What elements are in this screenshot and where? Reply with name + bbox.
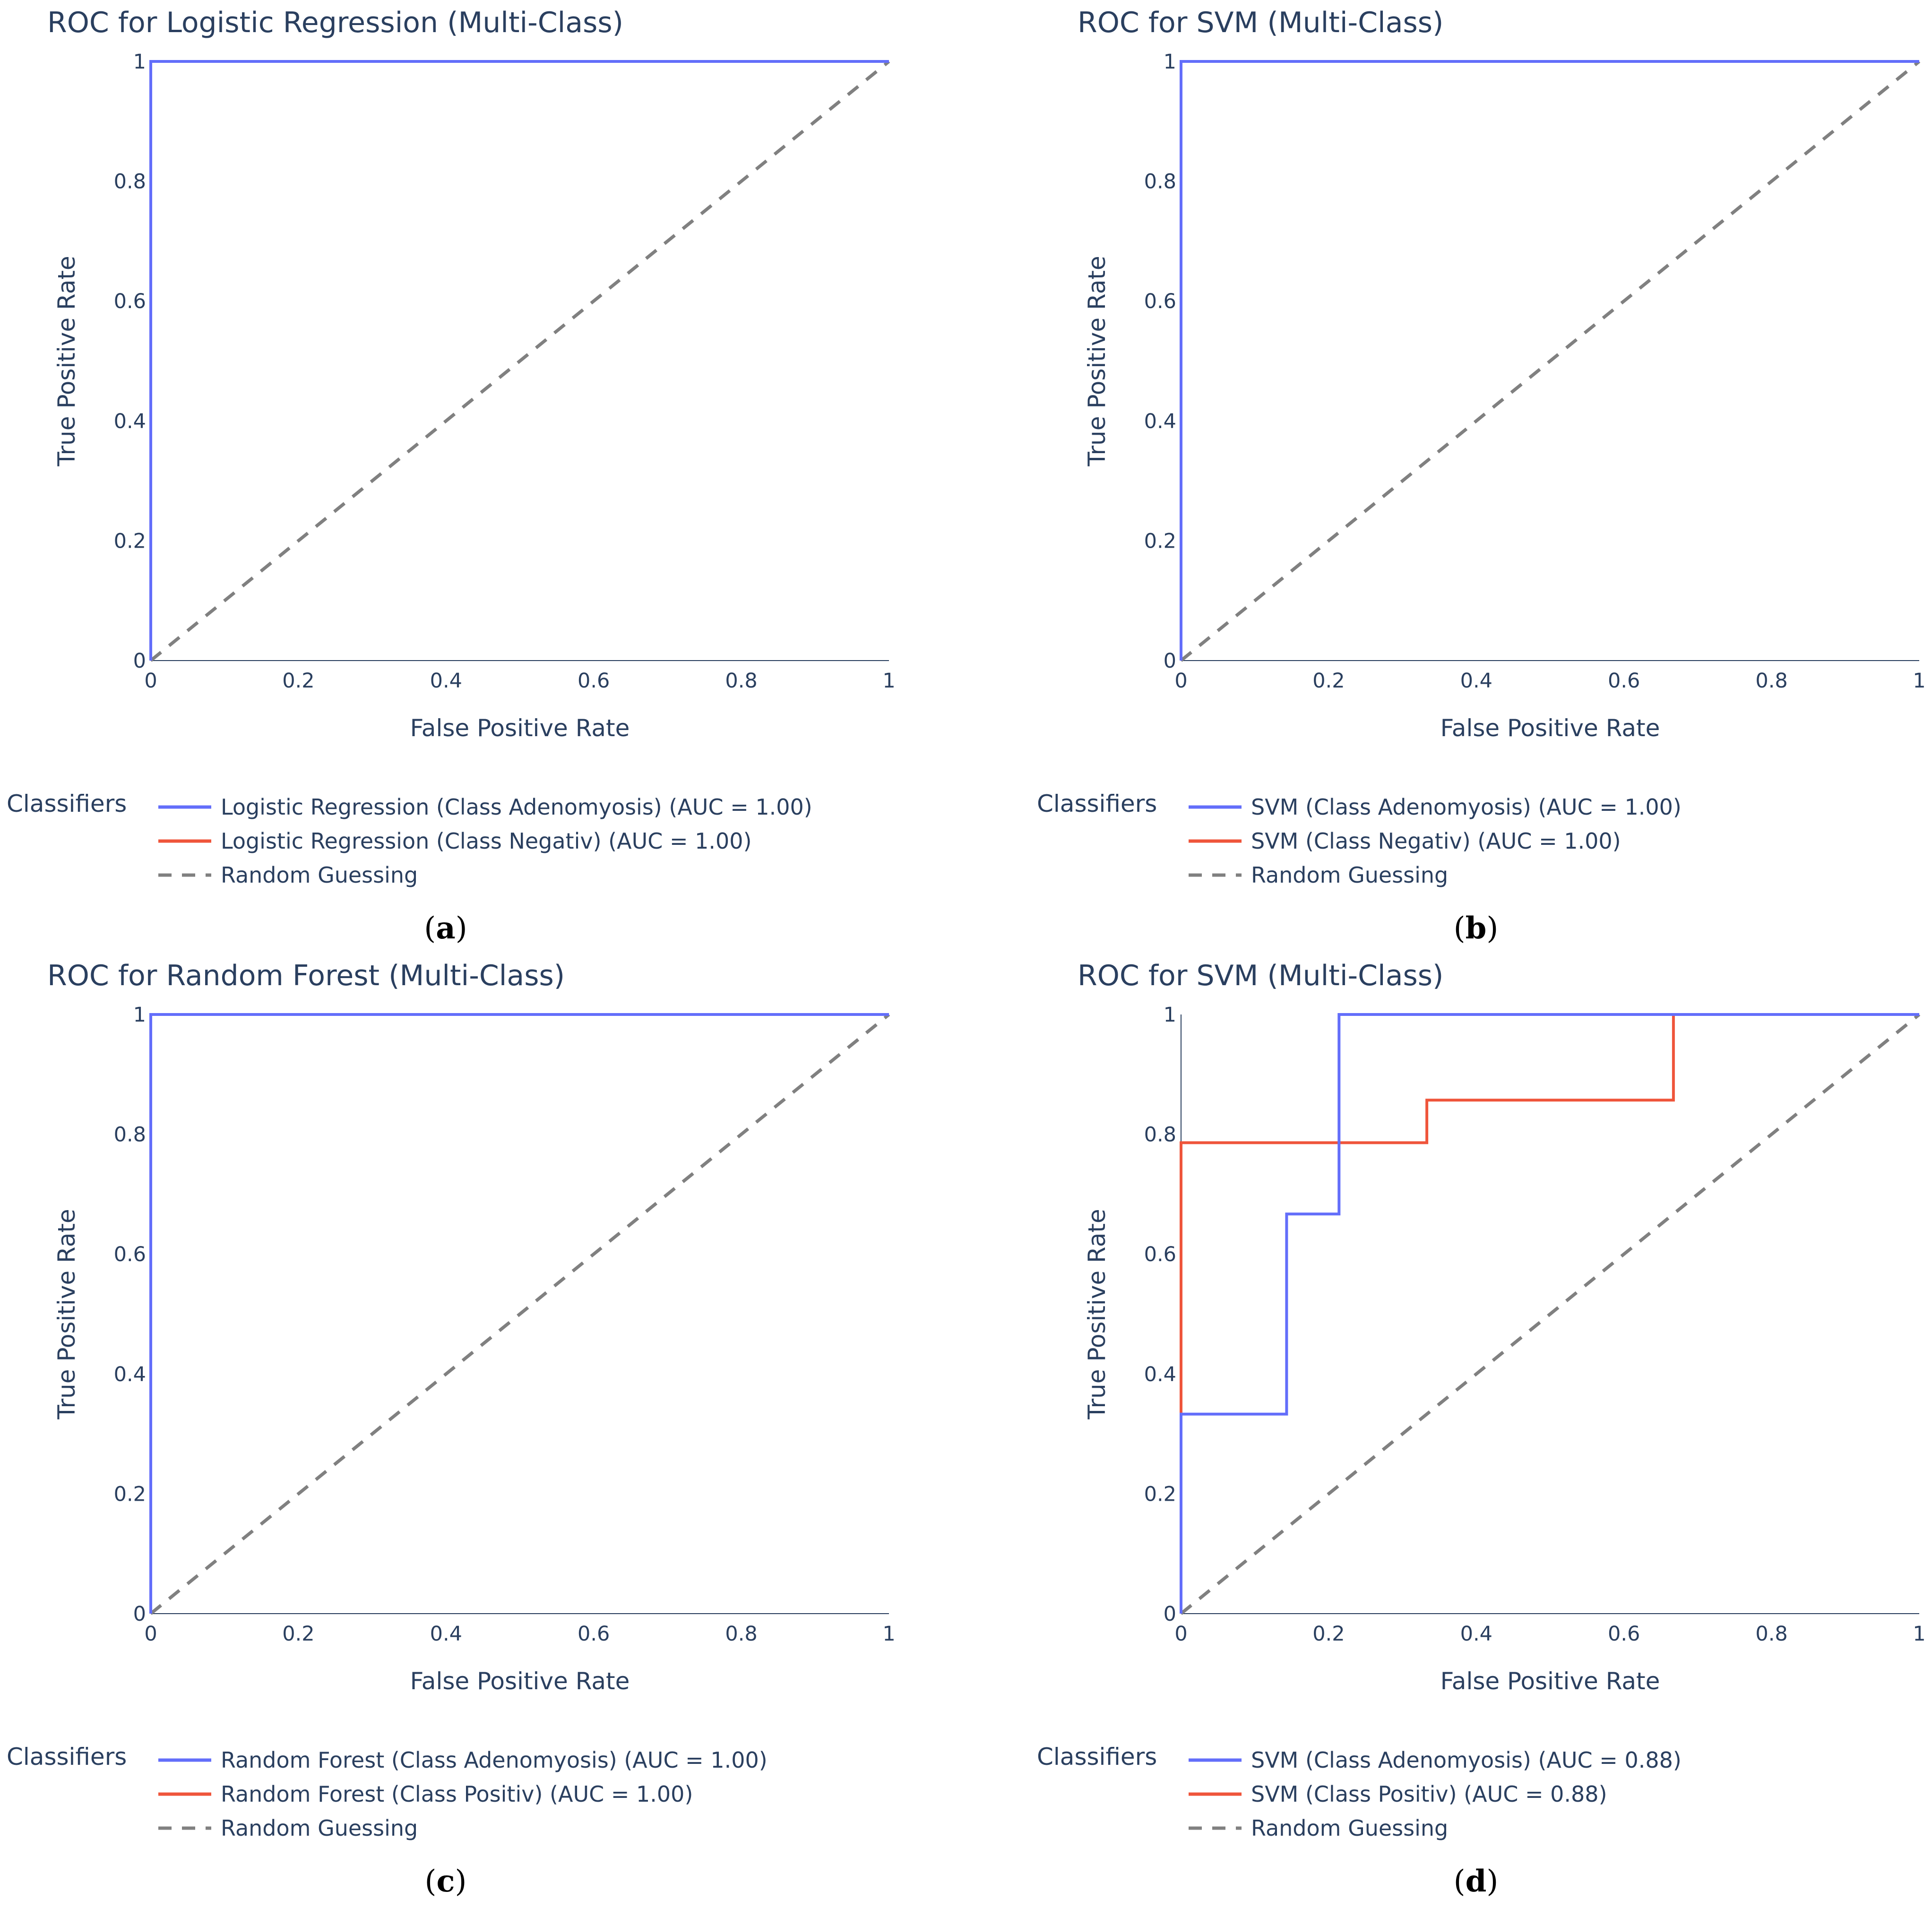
y-tick-label: 1 <box>133 1003 146 1027</box>
legend-item-label[interactable]: Logistic Regression (Class Negativ) (AUC… <box>221 828 752 854</box>
y-tick-label: 1 <box>1164 1003 1176 1027</box>
x-tick-label: 0.2 <box>282 669 314 693</box>
legend-item-label[interactable]: Random Forest (Class Positiv) (AUC = 1.0… <box>221 1781 693 1807</box>
legend-item-label[interactable]: Random Forest (Class Adenomyosis) (AUC =… <box>221 1747 768 1773</box>
x-axis-title: False Positive Rate <box>1440 1667 1660 1695</box>
x-axis-title: False Positive Rate <box>1440 714 1660 742</box>
chart-panel-d: ROC for SVM (Multi-Class) 0 0.2 0.4 0.6 0.8 1 0… <box>1037 959 1926 1899</box>
legend-item-label[interactable]: Random Guessing <box>221 862 418 888</box>
y-tick-label: 0.4 <box>114 410 146 433</box>
x-tick-label: 0 <box>1174 669 1187 693</box>
x-tick-label: 0.8 <box>1755 669 1787 693</box>
chart-panel-b: ROC for SVM (Multi-Class) 0 0.2 0.4 0.6 0.8 1 0… <box>1037 6 1926 946</box>
roc-series-line-1 <box>149 60 889 661</box>
legend-title: Classifiers <box>7 790 127 817</box>
x-tick-label: 1 <box>882 1622 895 1646</box>
x-tick-label: 0.6 <box>1608 1622 1640 1646</box>
chart-title: ROC for SVM (Multi-Class) <box>1078 6 1443 39</box>
y-tick-label: 0 <box>133 649 146 673</box>
x-tick-label: 0.2 <box>1312 669 1345 693</box>
random-guessing-line <box>149 60 890 662</box>
y-tick-label: 0 <box>133 1602 146 1626</box>
panel-label: (b) <box>1454 911 1499 946</box>
x-tick-label: 0.6 <box>1608 669 1640 693</box>
x-tick-label: 0.4 <box>430 669 462 693</box>
x-tick-label: 1 <box>1913 1622 1925 1646</box>
chart-panel-c: ROC for Random Forest (Multi-Class) 0 0.2 0… <box>7 959 896 1899</box>
x-tick-label: 0 <box>1174 1622 1187 1646</box>
x-tick-label: 0.6 <box>578 669 610 693</box>
y-axis-title: True Positive Rate <box>53 1209 80 1419</box>
legend-item-label[interactable]: SVM (Class Adenomyosis) (AUC = 1.00) <box>1251 794 1682 820</box>
x-tick-label: 0.4 <box>1460 1622 1492 1646</box>
y-tick-label: 0.2 <box>114 529 146 553</box>
chart-panel-a: ROC for Logistic Regression (Multi-Class… <box>7 6 896 946</box>
y-tick-label: 0.2 <box>114 1482 146 1506</box>
y-tick-label: 0.8 <box>114 170 146 194</box>
x-tick-label: 0 <box>144 669 157 693</box>
y-tick-label: 0.6 <box>1144 1243 1176 1266</box>
legend-item-label[interactable]: SVM (Class Negativ) (AUC = 1.00) <box>1251 828 1621 854</box>
x-tick-label: 0.4 <box>430 1622 462 1646</box>
legend-item-label[interactable]: SVM (Class Positiv) (AUC = 0.88) <box>1251 1781 1607 1807</box>
legend-item-label[interactable]: Random Guessing <box>221 1815 418 1841</box>
legend-item-label[interactable]: SVM (Class Adenomyosis) (AUC = 0.88) <box>1251 1747 1682 1773</box>
legend-title: Classifiers <box>1037 790 1157 817</box>
x-tick-label: 0.4 <box>1460 669 1492 693</box>
y-tick-label: 0.2 <box>1144 529 1176 553</box>
x-tick-label: 0.8 <box>725 1622 757 1646</box>
x-axis-title: False Positive Rate <box>410 1667 630 1695</box>
x-tick-label: 1 <box>1913 669 1925 693</box>
x-tick-label: 0.8 <box>1755 1622 1787 1646</box>
y-axis-title: True Positive Rate <box>53 256 80 466</box>
random-guessing-line <box>1180 60 1921 662</box>
legend-item-label[interactable]: Logistic Regression (Class Adenomyosis) … <box>221 794 812 820</box>
y-tick-label: 0.8 <box>1144 1123 1176 1147</box>
roc-series-line-1 <box>149 1013 889 1614</box>
y-tick-label: 0 <box>1164 649 1176 673</box>
random-guessing-line <box>1180 1013 1921 1615</box>
x-tick-label: 0.2 <box>282 1622 314 1646</box>
y-tick-label: 1 <box>133 50 146 74</box>
y-tick-label: 0.6 <box>114 290 146 313</box>
y-tick-label: 0.6 <box>1144 290 1176 313</box>
y-axis-title: True Positive Rate <box>1083 256 1111 466</box>
panel-label: (c) <box>425 1864 467 1899</box>
panel-label: (a) <box>424 911 467 946</box>
y-tick-label: 0.8 <box>1144 170 1176 194</box>
y-tick-label: 0.4 <box>114 1363 146 1386</box>
roc-series-line-1 <box>1180 1013 1919 1614</box>
x-tick-label: 1 <box>882 669 895 693</box>
chart-title: ROC for Random Forest (Multi-Class) <box>47 959 565 992</box>
y-tick-label: 0.6 <box>114 1243 146 1266</box>
y-tick-label: 0 <box>1164 1602 1176 1626</box>
random-guessing-line <box>149 1013 890 1615</box>
legend-item-label[interactable]: Random Guessing <box>1251 1815 1448 1841</box>
x-tick-label: 0.6 <box>578 1622 610 1646</box>
legend-title: Classifiers <box>1037 1743 1157 1770</box>
legend-item-label[interactable]: Random Guessing <box>1251 862 1448 888</box>
y-tick-label: 1 <box>1164 50 1176 74</box>
y-tick-label: 0.4 <box>1144 410 1176 433</box>
x-tick-label: 0.8 <box>725 669 757 693</box>
y-axis-title: True Positive Rate <box>1083 1209 1111 1419</box>
chart-title: ROC for SVM (Multi-Class) <box>1078 959 1443 992</box>
y-tick-label: 0.4 <box>1144 1363 1176 1386</box>
panel-label: (d) <box>1454 1864 1499 1899</box>
x-axis-title: False Positive Rate <box>410 714 630 742</box>
x-tick-label: 0.2 <box>1312 1622 1345 1646</box>
y-tick-label: 0.8 <box>114 1123 146 1147</box>
x-tick-label: 0 <box>144 1622 157 1646</box>
legend-title: Classifiers <box>7 1743 127 1770</box>
roc-series-line-1 <box>1180 60 1919 661</box>
y-tick-label: 0.2 <box>1144 1482 1176 1506</box>
chart-title: ROC for Logistic Regression (Multi-Class… <box>47 6 623 39</box>
